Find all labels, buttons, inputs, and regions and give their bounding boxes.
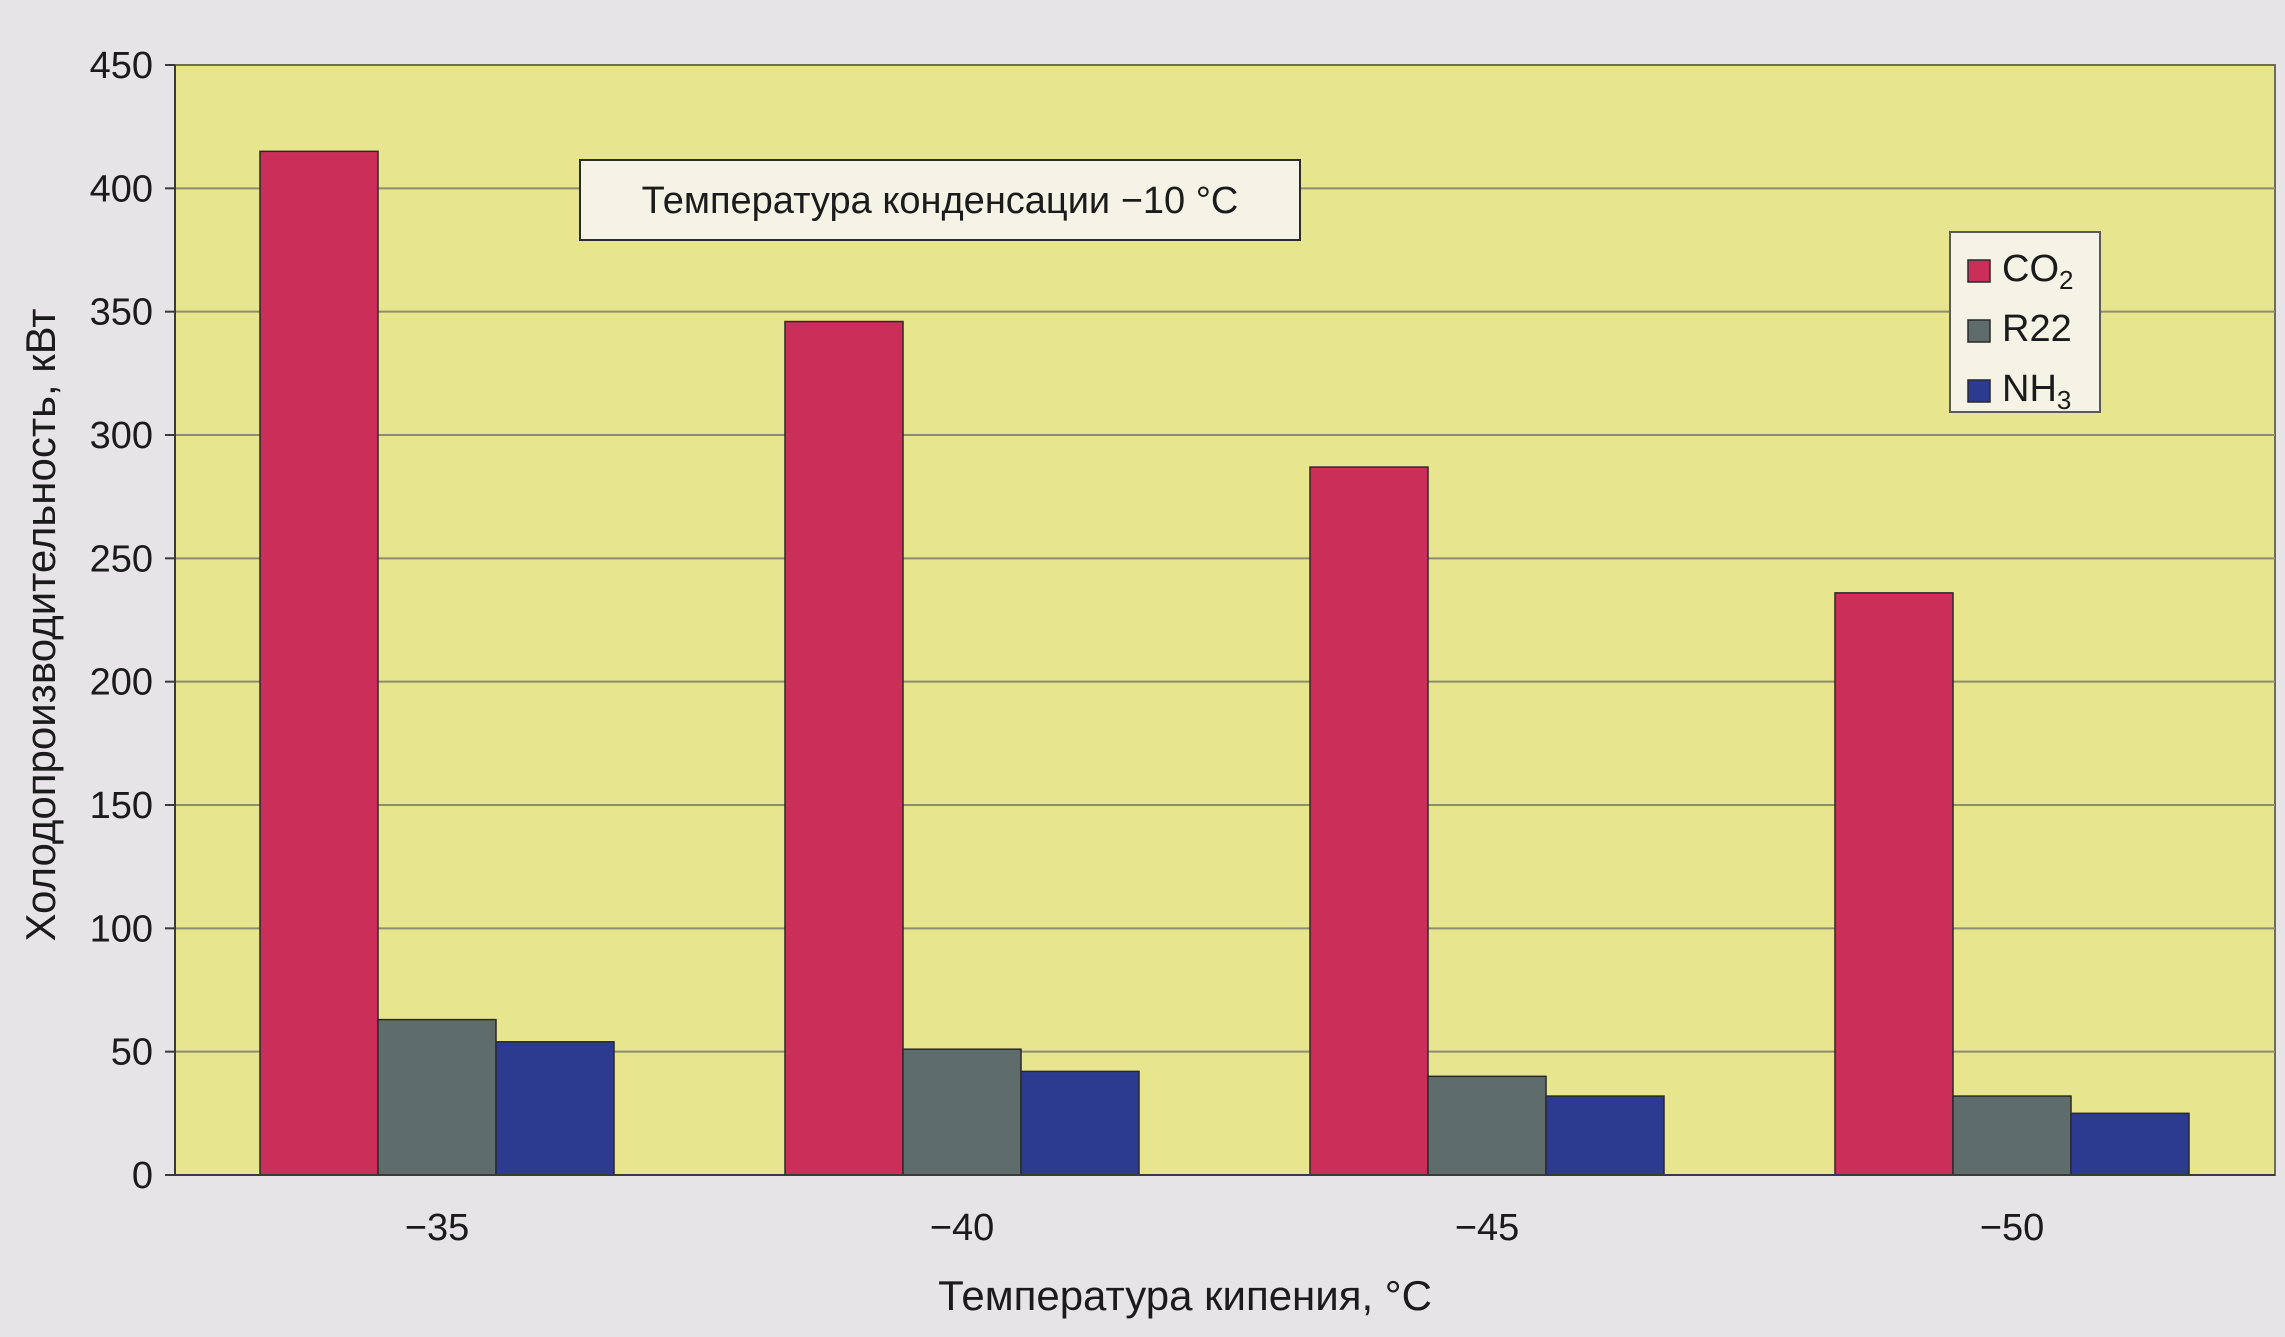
y-tick-label: 450 bbox=[90, 45, 153, 87]
legend-label-main: R22 bbox=[2002, 308, 2072, 350]
annotation-frame bbox=[579, 159, 1301, 241]
bar-nh3-3 bbox=[2070, 1112, 2190, 1176]
x-tick-label: −50 bbox=[1980, 1207, 2044, 1249]
annotation-box: Температура конденсации −10 °С bbox=[579, 159, 1301, 241]
bar-co2-3 bbox=[1834, 592, 1954, 1176]
bars bbox=[259, 150, 2190, 1176]
legend-label-subscript: 3 bbox=[2057, 385, 2071, 415]
y-tick-label: 300 bbox=[90, 415, 153, 457]
x-axis-title: Температура кипения, °С bbox=[938, 1272, 1432, 1319]
y-tick-label: 100 bbox=[90, 908, 153, 950]
y-tick-label: 0 bbox=[132, 1155, 153, 1197]
legend-label: R22 bbox=[2002, 308, 2072, 350]
bar-r22-0 bbox=[377, 1018, 497, 1176]
bar-co2-1 bbox=[784, 320, 904, 1176]
legend-label-subscript: 2 bbox=[2059, 265, 2073, 295]
x-tick-labels: −35 −40 −45 −50 bbox=[405, 1207, 2044, 1249]
bar-r22-1 bbox=[902, 1048, 1022, 1176]
bar-r22-2 bbox=[1427, 1075, 1547, 1176]
bar-r22-3 bbox=[1952, 1095, 2072, 1176]
legend-label: CO2 bbox=[2002, 248, 2073, 295]
legend-label: NH3 bbox=[2002, 368, 2071, 415]
x-tick-label: −35 bbox=[405, 1207, 469, 1249]
bar-nh3-2 bbox=[1545, 1095, 1665, 1176]
legend-swatch bbox=[1967, 379, 1991, 403]
bar-nh3-1 bbox=[1020, 1070, 1140, 1176]
y-tick-label: 250 bbox=[90, 538, 153, 580]
axes bbox=[174, 65, 2275, 1176]
y-tick-label: 200 bbox=[90, 662, 153, 704]
bar-co2-2 bbox=[1309, 466, 1429, 1176]
legend: CO2 R22 NH3 bbox=[1949, 231, 2101, 415]
bar-nh3-0 bbox=[495, 1041, 615, 1176]
y-tick-label: 350 bbox=[90, 292, 153, 334]
annotation-text: Температура конденсации −10 °С bbox=[642, 180, 1239, 222]
legend-label-main: NH bbox=[2002, 368, 2057, 410]
y-tick-label: 150 bbox=[90, 785, 153, 827]
y-axis-title: Холодопроизводительность, кВт bbox=[17, 308, 64, 941]
x-tick-label: −45 bbox=[1455, 1207, 1519, 1249]
y-tick-labels: 0 50 100 150 200 250 300 350 400 450 bbox=[90, 45, 153, 1197]
y-tick-label: 400 bbox=[90, 168, 153, 210]
legend-swatch bbox=[1967, 319, 1991, 343]
legend-swatch bbox=[1967, 259, 1991, 283]
y-tick-label: 50 bbox=[111, 1032, 153, 1074]
bar-co2-0 bbox=[259, 150, 379, 1176]
legend-label-main: CO bbox=[2002, 248, 2059, 290]
x-tick-label: −40 bbox=[930, 1207, 994, 1249]
